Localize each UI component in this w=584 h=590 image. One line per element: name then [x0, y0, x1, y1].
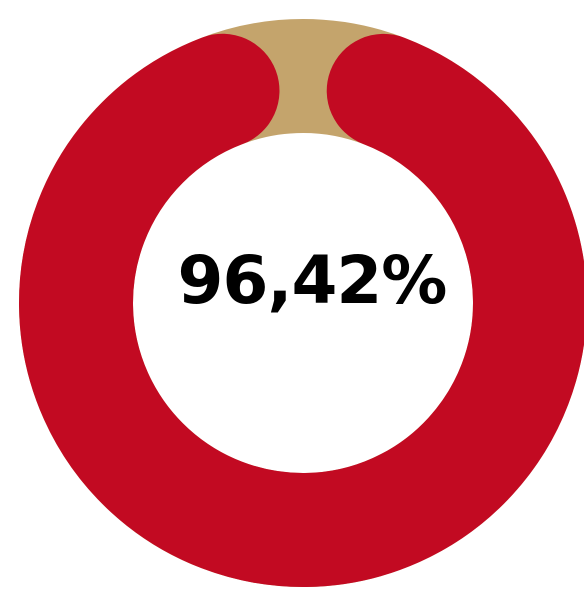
donut-value-slice — [19, 19, 584, 587]
percentage-label: 96,42% — [177, 241, 448, 319]
